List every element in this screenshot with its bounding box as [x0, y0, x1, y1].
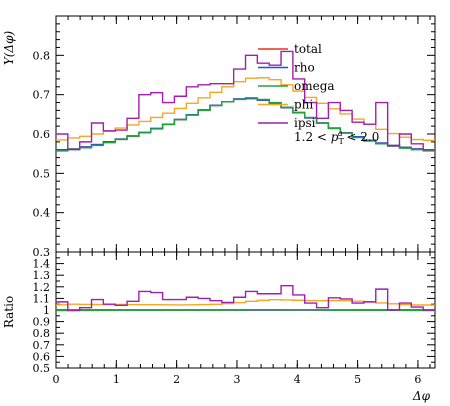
- x-ticks: 0 1 2 3 4 5 6: [53, 16, 431, 386]
- x-tick-label: 1: [113, 373, 120, 386]
- x-tick-label: 2: [173, 373, 180, 386]
- y-tick-label: 0.8: [33, 49, 51, 62]
- ratio-tick-label: 0.5: [33, 362, 51, 375]
- ratio-tick-label: 0.9: [33, 316, 51, 329]
- y-tick-label: 0.6: [33, 128, 51, 141]
- series-line-omega: [56, 97, 435, 152]
- x-tick-label: 4: [294, 373, 301, 386]
- legend-label-phi: phi: [294, 98, 313, 112]
- legend-label-total: total: [294, 42, 322, 56]
- legend-label-ipsi: ipsi: [294, 116, 316, 130]
- ratio-axis-label: Ratio: [2, 296, 16, 328]
- ratio-tick-label: 0.7: [33, 339, 51, 352]
- legend-label-rho: rho: [294, 61, 315, 75]
- main-series-group: [56, 50, 435, 152]
- y-tick-label: 0.4: [33, 207, 51, 220]
- main-y-ticks: 0.3 0.4 0.5 0.6 0.7 0.8: [33, 23, 435, 259]
- ratio-y-ticks: 0.50.60.70.80.911.11.21.31.4: [33, 257, 435, 375]
- x-tick-label: 0: [53, 373, 60, 386]
- ratio-tick-label: 0.8: [33, 327, 51, 340]
- ratio-tick-label: 1.1: [33, 292, 51, 305]
- ratio-tick-label: 1.3: [33, 269, 51, 282]
- x-tick-label: 3: [233, 373, 240, 386]
- annotation-kinematic-range: 1.2 < pTa < 2.0: [294, 129, 379, 146]
- ratio-tick-label: 1.4: [33, 258, 51, 271]
- x-axis-label: Δφ: [412, 389, 431, 403]
- y-tick-label: 0.3: [33, 246, 51, 259]
- x-tick-label: 6: [414, 373, 421, 386]
- y-tick-label: 0.7: [33, 89, 51, 102]
- ratio-line-ipsi: [56, 284, 435, 312]
- legend-label-omega: omega: [294, 79, 335, 93]
- ratio-tick-label: 0.6: [33, 350, 51, 363]
- y-axis-label: Y(Δφ): [2, 31, 16, 66]
- legend: total rho omega phi ipsi: [258, 42, 335, 130]
- y-tick-label: 0.5: [33, 167, 51, 180]
- ratio-series-group: [56, 284, 435, 312]
- series-line-ipsi: [56, 50, 435, 151]
- ratio-line-omega: [56, 308, 435, 312]
- x-tick-label: 5: [354, 373, 361, 386]
- ratio-tick-label: 1: [43, 304, 50, 317]
- ratio-tick-label: 1.2: [33, 281, 51, 294]
